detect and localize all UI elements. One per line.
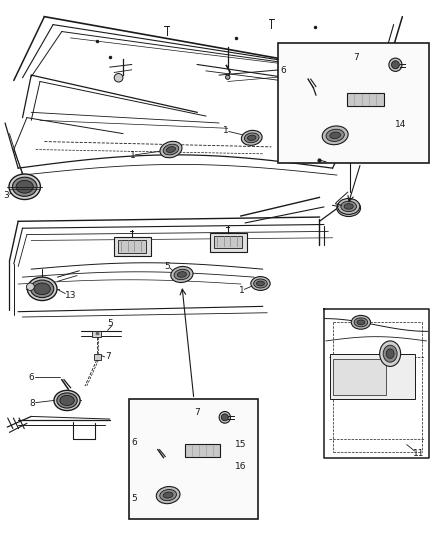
Ellipse shape xyxy=(156,487,180,504)
Ellipse shape xyxy=(244,133,259,143)
Ellipse shape xyxy=(326,129,344,141)
Ellipse shape xyxy=(380,341,401,367)
Text: 5: 5 xyxy=(132,494,138,503)
Ellipse shape xyxy=(392,61,399,69)
Text: 3: 3 xyxy=(3,191,9,200)
Bar xyxy=(130,399,258,519)
Ellipse shape xyxy=(351,316,371,329)
Ellipse shape xyxy=(27,277,57,301)
Ellipse shape xyxy=(354,318,368,327)
Ellipse shape xyxy=(357,320,365,325)
Ellipse shape xyxy=(389,58,402,71)
Text: 5: 5 xyxy=(164,262,170,271)
Ellipse shape xyxy=(247,135,256,141)
Text: 7: 7 xyxy=(194,408,200,417)
Bar xyxy=(114,237,151,256)
Text: 15: 15 xyxy=(235,440,247,449)
Bar xyxy=(347,93,384,107)
Ellipse shape xyxy=(160,489,177,500)
Text: 11: 11 xyxy=(413,449,425,458)
Ellipse shape xyxy=(322,126,348,144)
Text: 7: 7 xyxy=(353,53,359,62)
Bar xyxy=(278,43,428,163)
Text: 13: 13 xyxy=(65,291,77,300)
Ellipse shape xyxy=(226,75,230,79)
Bar xyxy=(214,236,242,248)
Ellipse shape xyxy=(114,74,123,82)
Bar xyxy=(210,233,247,252)
Ellipse shape xyxy=(9,174,40,199)
Text: 5: 5 xyxy=(108,319,113,328)
Text: 8: 8 xyxy=(29,399,35,408)
Ellipse shape xyxy=(171,266,193,282)
Ellipse shape xyxy=(340,203,357,214)
Ellipse shape xyxy=(383,345,397,362)
Ellipse shape xyxy=(341,201,357,212)
Ellipse shape xyxy=(219,411,230,423)
Ellipse shape xyxy=(163,144,179,155)
Ellipse shape xyxy=(177,272,187,277)
Ellipse shape xyxy=(163,492,173,498)
Ellipse shape xyxy=(16,180,33,193)
Ellipse shape xyxy=(174,269,190,280)
Ellipse shape xyxy=(34,283,50,295)
Ellipse shape xyxy=(330,132,340,139)
Ellipse shape xyxy=(241,131,262,146)
Ellipse shape xyxy=(221,414,228,421)
Ellipse shape xyxy=(251,277,270,290)
Ellipse shape xyxy=(257,281,265,286)
Text: 6: 6 xyxy=(28,373,34,382)
Text: 6: 6 xyxy=(280,66,286,75)
Ellipse shape xyxy=(160,141,182,158)
Ellipse shape xyxy=(386,349,394,359)
Text: 14: 14 xyxy=(396,120,407,129)
Text: 1: 1 xyxy=(239,286,244,295)
Ellipse shape xyxy=(344,205,353,211)
Bar xyxy=(92,331,101,337)
Text: 1: 1 xyxy=(130,151,135,160)
Bar xyxy=(330,354,416,399)
Ellipse shape xyxy=(337,199,360,216)
Ellipse shape xyxy=(26,283,34,290)
Ellipse shape xyxy=(12,177,37,196)
Ellipse shape xyxy=(60,395,74,406)
Ellipse shape xyxy=(254,279,267,288)
Bar xyxy=(185,444,220,457)
Bar xyxy=(94,354,101,360)
Bar xyxy=(118,240,146,253)
Ellipse shape xyxy=(31,280,54,297)
Text: 6: 6 xyxy=(132,438,138,447)
Ellipse shape xyxy=(57,393,77,408)
Text: 16: 16 xyxy=(235,462,247,471)
Ellipse shape xyxy=(54,390,80,410)
Ellipse shape xyxy=(344,204,353,209)
Ellipse shape xyxy=(338,198,360,214)
Text: 1: 1 xyxy=(223,126,228,135)
Text: 7: 7 xyxy=(106,352,111,361)
Bar xyxy=(333,359,386,395)
Ellipse shape xyxy=(166,147,176,152)
